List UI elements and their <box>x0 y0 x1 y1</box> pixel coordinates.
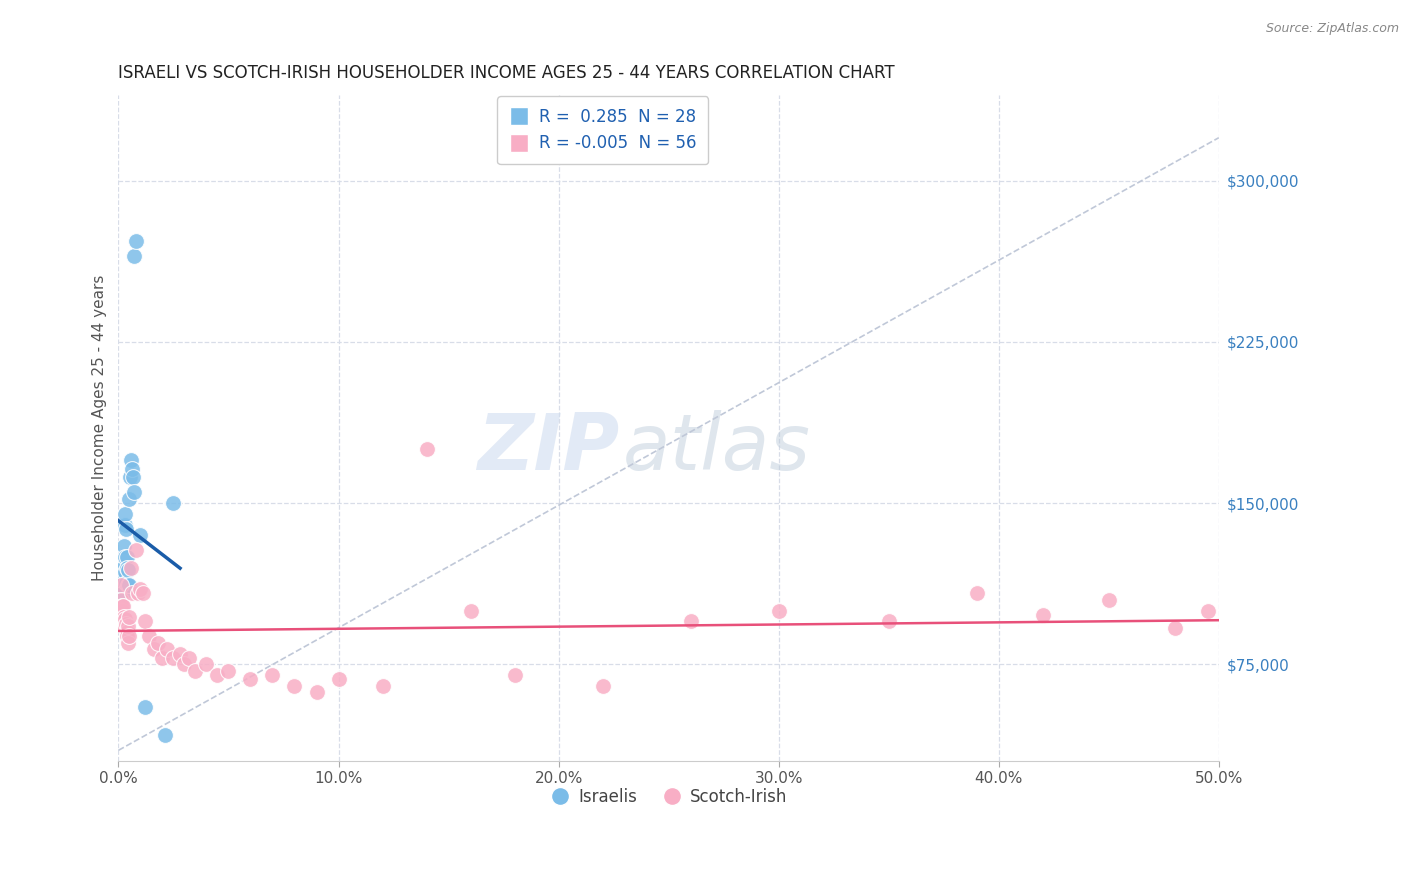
Point <box>112 539 135 553</box>
Point <box>112 599 135 614</box>
Point <box>112 615 135 629</box>
Point <box>127 586 149 600</box>
Point <box>460 604 482 618</box>
Point <box>129 528 152 542</box>
Point <box>117 636 139 650</box>
Point <box>415 442 437 457</box>
Point <box>371 679 394 693</box>
Point <box>1032 607 1054 622</box>
Point <box>134 615 156 629</box>
Point <box>111 599 134 614</box>
Point <box>111 560 134 574</box>
Point <box>138 629 160 643</box>
Point <box>111 578 134 592</box>
Point <box>117 563 139 577</box>
Point <box>125 234 148 248</box>
Point <box>184 664 207 678</box>
Text: ISRAELI VS SCOTCH-IRISH HOUSEHOLDER INCOME AGES 25 - 44 YEARS CORRELATION CHART: ISRAELI VS SCOTCH-IRISH HOUSEHOLDER INCO… <box>118 64 896 82</box>
Point <box>120 560 142 574</box>
Point <box>124 485 146 500</box>
Point <box>207 668 229 682</box>
Text: atlas: atlas <box>623 410 810 486</box>
Point <box>768 604 790 618</box>
Point <box>115 575 138 590</box>
Point <box>114 565 136 579</box>
Point <box>114 549 136 564</box>
Point <box>1197 604 1219 618</box>
Point <box>131 586 153 600</box>
Point <box>120 453 142 467</box>
Point <box>152 651 174 665</box>
Point <box>134 700 156 714</box>
Point <box>118 470 141 484</box>
Point <box>112 610 135 624</box>
Point <box>114 507 136 521</box>
Point <box>115 549 138 564</box>
Point <box>122 249 145 263</box>
Point <box>118 491 141 506</box>
Point <box>169 647 191 661</box>
Point <box>1098 592 1121 607</box>
Y-axis label: Householder Income Ages 25 - 44 years: Householder Income Ages 25 - 44 years <box>93 275 107 581</box>
Text: ZIP: ZIP <box>477 410 619 486</box>
Point <box>217 664 239 678</box>
Point <box>162 496 184 510</box>
Point <box>117 618 139 632</box>
Point <box>173 657 195 672</box>
Point <box>110 578 132 592</box>
Point <box>118 629 141 643</box>
Point <box>114 618 136 632</box>
Point <box>112 586 135 600</box>
Point <box>153 728 176 742</box>
Point <box>114 517 136 532</box>
Point <box>239 673 262 687</box>
Point <box>328 673 350 687</box>
Point <box>162 651 184 665</box>
Point <box>125 543 148 558</box>
Point <box>877 615 900 629</box>
Point <box>121 586 143 600</box>
Point <box>156 642 179 657</box>
Point <box>966 586 988 600</box>
Point <box>114 522 136 536</box>
Point <box>118 610 141 624</box>
Point <box>115 616 138 631</box>
Point <box>129 582 152 596</box>
Point <box>112 571 135 585</box>
Point <box>195 657 218 672</box>
Point <box>111 610 134 624</box>
Point <box>121 461 143 475</box>
Point <box>118 578 141 592</box>
Point <box>1164 621 1187 635</box>
Point <box>283 679 305 693</box>
Point <box>110 592 132 607</box>
Point <box>592 679 614 693</box>
Point <box>142 642 165 657</box>
Text: Source: ZipAtlas.com: Source: ZipAtlas.com <box>1265 22 1399 36</box>
Point <box>115 625 138 640</box>
Point <box>114 612 136 626</box>
Point <box>114 621 136 635</box>
Point <box>117 629 139 643</box>
Point <box>117 560 139 574</box>
Point <box>177 651 200 665</box>
Point <box>117 578 139 592</box>
Point <box>146 636 169 650</box>
Point <box>111 604 134 618</box>
Point <box>503 668 526 682</box>
Point <box>262 668 284 682</box>
Point <box>679 615 702 629</box>
Legend: Israelis, Scotch-Irish: Israelis, Scotch-Irish <box>543 781 794 813</box>
Point <box>305 685 328 699</box>
Point <box>121 470 143 484</box>
